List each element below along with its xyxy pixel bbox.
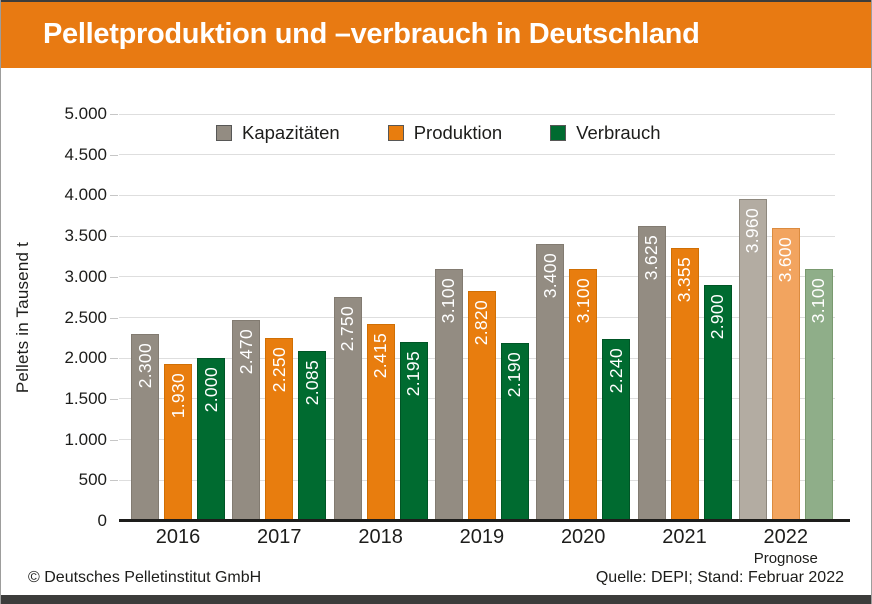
ytick-mark-1.500 bbox=[110, 398, 118, 400]
bar-value-label: 1.930 bbox=[167, 372, 188, 419]
gridline-5000 bbox=[119, 113, 835, 115]
bar-verbrauch-2017: 2.085 bbox=[298, 351, 327, 521]
legend-label: Kapazitäten bbox=[242, 122, 340, 143]
xtick-label-2018: 2018 bbox=[358, 526, 403, 548]
bar-value-label: 2.820 bbox=[471, 300, 492, 346]
ytick-label-2.000: 2.000 bbox=[64, 348, 107, 368]
legend-item-kapazitaeten: Kapazitäten bbox=[216, 122, 340, 144]
legend-item-produktion: Produktion bbox=[387, 122, 503, 144]
ytick-label-2.500: 2.500 bbox=[64, 307, 107, 327]
bar-produktion-2021: 3.355 bbox=[670, 247, 699, 521]
bar-value-label: 2.195 bbox=[403, 351, 424, 397]
legend-label: Verbrauch bbox=[576, 122, 661, 143]
gridline-4000 bbox=[119, 194, 835, 196]
bar-value-label: 2.470 bbox=[235, 328, 256, 375]
legend-swatch-icon bbox=[550, 125, 567, 141]
bar-produktion-2016: 1.930 bbox=[164, 363, 192, 521]
bar-value-label: 3.960 bbox=[742, 207, 763, 253]
bar-value-label: 3.100 bbox=[572, 277, 593, 323]
xtick-label-2020: 2020 bbox=[560, 526, 606, 548]
ytick-mark-4.000 bbox=[110, 195, 118, 197]
x-axis-line bbox=[119, 519, 850, 522]
ytick-mark-4.500 bbox=[110, 154, 118, 156]
legend: Kapazitäten Produktion Verbrauch bbox=[216, 122, 661, 144]
bar-value-label: 3.355 bbox=[674, 256, 694, 303]
bar-value-label: 2.000 bbox=[200, 367, 221, 413]
bar-produktion-2019: 2.820 bbox=[467, 291, 496, 521]
xtick-label-2022: 2022 bbox=[763, 526, 809, 548]
bar-value-label: 3.400 bbox=[539, 253, 560, 299]
ytick-mark-2.000 bbox=[110, 358, 118, 360]
ytick-label-3.500: 3.500 bbox=[64, 226, 107, 246]
bar-value-label: 3.600 bbox=[775, 236, 796, 283]
bar-value-label: 3.625 bbox=[641, 234, 661, 281]
bar-value-label: 3.100 bbox=[438, 277, 459, 323]
ytick-mark-3.000 bbox=[110, 276, 118, 278]
bar-kapazitaeten-2020: 3.400 bbox=[536, 244, 565, 521]
ytick-label-500: 500 bbox=[78, 470, 107, 490]
bar-verbrauch-2019: 2.190 bbox=[500, 342, 529, 521]
gridline-3500 bbox=[119, 235, 835, 237]
plot-area: 2.300 1.930 2.000 2.470 2.250 2.085 2.750 2.415… bbox=[119, 113, 835, 521]
xtick-label-2017: 2017 bbox=[257, 526, 302, 548]
xtick-label-2021: 2021 bbox=[662, 526, 707, 548]
xtick-label-2016: 2016 bbox=[155, 526, 201, 548]
bar-produktion-2018: 2.415 bbox=[366, 324, 395, 521]
bar-verbrauch-2020: 2.240 bbox=[602, 338, 631, 521]
ytick-label-0: 0 bbox=[97, 511, 107, 530]
bar-value-label: 2.250 bbox=[268, 346, 289, 393]
gridline-4500 bbox=[119, 154, 835, 156]
bar-value-label: 2.300 bbox=[134, 342, 155, 389]
bar-verbrauch-2022: 3.100 bbox=[804, 268, 833, 521]
bar-value-label: 2.900 bbox=[707, 293, 727, 340]
bar-produktion-2017: 2.250 bbox=[265, 337, 294, 521]
ytick-label-3.000: 3.000 bbox=[64, 266, 107, 286]
bar-verbrauch-2021: 2.900 bbox=[703, 284, 732, 521]
bar-produktion-2022: 3.600 bbox=[771, 227, 800, 521]
ytick-label-4.500: 4.500 bbox=[64, 144, 107, 164]
legend-swatch-icon bbox=[216, 125, 232, 141]
xtick-label-2019: 2019 bbox=[459, 526, 505, 548]
chart-body: Pellets in Tausend t 2.300 1.930 2.000 2.47… bbox=[1, 68, 871, 595]
ytick-label-4.000: 4.000 bbox=[64, 185, 107, 205]
chart-header: Pelletproduktion und –verbrauch in Deuts… bbox=[1, 0, 871, 68]
copyright-text: © Deutsches Pelletinstitut GmbH bbox=[28, 569, 262, 586]
ytick-mark-2.500 bbox=[110, 317, 118, 319]
bar-value-label: 2.085 bbox=[301, 360, 322, 406]
legend-item-verbrauch: Verbrauch bbox=[550, 122, 661, 144]
xtick-note-prognose: Prognose bbox=[753, 550, 818, 567]
bar-kapazitaeten-2019: 3.100 bbox=[434, 268, 463, 521]
bar-kapazitaeten-2016: 2.300 bbox=[131, 333, 159, 521]
legend-label: Produktion bbox=[413, 122, 503, 143]
bottom-bar bbox=[1, 595, 871, 604]
chart-title: Pelletproduktion und –verbrauch in Deuts… bbox=[43, 17, 700, 50]
ytick-label-1.500: 1.500 bbox=[64, 388, 107, 408]
gridline-3000 bbox=[119, 276, 835, 278]
bar-kapazitaeten-2022: 3.960 bbox=[738, 198, 767, 521]
bar-kapazitaeten-2018: 2.750 bbox=[333, 297, 362, 521]
source-text: Quelle: DEPI; Stand: Februar 2022 bbox=[595, 569, 844, 586]
bar-produktion-2020: 3.100 bbox=[569, 268, 598, 521]
bar-kapazitaeten-2021: 3.625 bbox=[637, 225, 666, 521]
ytick-mark-3.500 bbox=[110, 236, 118, 238]
bar-verbrauch-2018: 2.195 bbox=[399, 342, 428, 521]
y-axis-title: Pellets in Tausend t bbox=[13, 241, 32, 394]
bar-value-label: 2.750 bbox=[337, 306, 358, 352]
ytick-mark-1.000 bbox=[110, 439, 118, 441]
bar-value-label: 2.240 bbox=[605, 347, 626, 393]
legend-swatch-icon bbox=[387, 125, 404, 141]
ytick-label-1.000: 1.000 bbox=[64, 429, 107, 449]
bar-verbrauch-2016: 2.000 bbox=[197, 358, 225, 521]
ytick-label-5.000: 5.000 bbox=[64, 104, 107, 123]
bar-kapazitaeten-2017: 2.470 bbox=[232, 319, 261, 521]
bar-value-label: 2.190 bbox=[504, 351, 525, 398]
bar-value-label: 2.415 bbox=[370, 333, 391, 379]
bar-value-label: 3.100 bbox=[808, 277, 829, 323]
y-axis-title-wrap: Pellets in Tausend t bbox=[13, 114, 33, 521]
ytick-mark-500 bbox=[110, 480, 118, 482]
ytick-mark-5.000 bbox=[110, 114, 118, 115]
